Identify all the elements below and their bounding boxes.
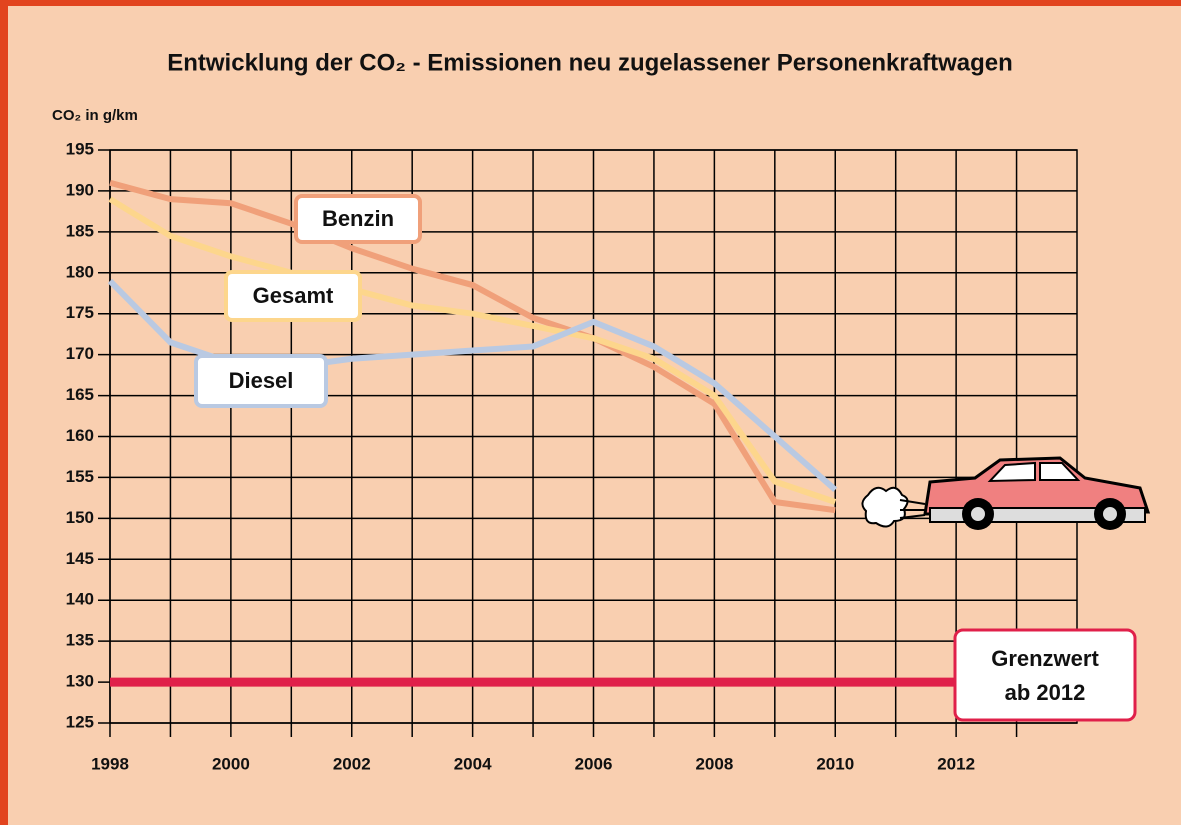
x-tick-label: 2012 [937,754,975,773]
y-tick-label: 170 [66,344,94,363]
y-tick-label: 185 [66,221,94,240]
x-tick-label: 2000 [212,754,250,773]
y-tick-label: 125 [66,712,94,731]
y-tick-label: 130 [66,672,94,691]
y-tick-label: 150 [66,508,94,527]
x-tick-label: 2002 [333,754,371,773]
y-tick-label: 165 [66,385,94,404]
chart-title: Entwicklung der CO₂ - Emissionen neu zug… [167,49,1013,76]
y-tick-label: 180 [66,262,94,281]
y-tick-label: 155 [66,467,94,486]
x-tick-label: 2004 [454,754,492,773]
y-tick-label: 160 [66,426,94,445]
limit-label: Grenzwert [991,646,1099,671]
series-label: Gesamt [253,283,334,308]
x-tick-label: 2010 [816,754,854,773]
chart: Entwicklung der CO₂ - Emissionen neu zug… [0,0,1181,825]
limit-label: ab 2012 [1005,680,1086,705]
y-tick-label: 190 [66,180,94,199]
y-axis-label: CO₂ in g/km [52,107,138,124]
limit-box [955,630,1135,720]
y-tick-label: 140 [66,590,94,609]
top-border [0,0,1181,6]
y-tick-label: 175 [66,303,94,322]
left-border [0,0,8,825]
x-tick-label: 1998 [91,754,129,773]
x-tick-label: 2006 [575,754,613,773]
x-tick-label: 2008 [695,754,733,773]
y-tick-label: 135 [66,631,94,650]
series-label: Diesel [229,368,294,393]
y-tick-label: 145 [66,549,94,568]
series-label: Benzin [322,206,394,231]
y-tick-label: 195 [66,139,94,158]
